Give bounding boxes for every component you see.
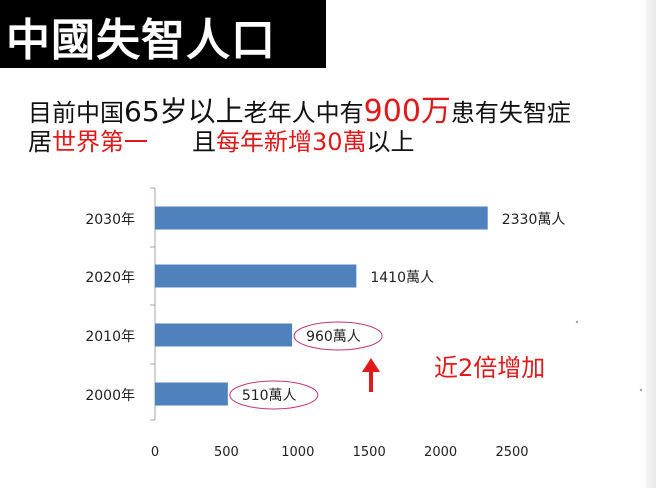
x-tick-label: 2500 bbox=[495, 445, 528, 460]
data-label: 960萬人 bbox=[306, 329, 361, 345]
annotation-text: 近2倍增加 bbox=[434, 354, 545, 382]
bar bbox=[155, 382, 228, 406]
data-label: 1410萬人 bbox=[370, 270, 434, 286]
stray-dot bbox=[639, 388, 643, 392]
category-label: 2020年 bbox=[85, 270, 135, 286]
title-bar: 中國失智人口 bbox=[0, 0, 326, 68]
line1-part-f: 患有失智症 bbox=[450, 99, 571, 127]
data-label: 510萬人 bbox=[242, 388, 297, 404]
x-tick-label: 0 bbox=[151, 445, 159, 460]
highlight-ellipse bbox=[293, 321, 383, 351]
bar bbox=[155, 264, 357, 288]
data-label: 2330萬人 bbox=[502, 212, 566, 228]
line1-part-c: 以上 bbox=[187, 95, 244, 128]
subtitle-line-2: 居世界第一 且每年新增30萬以上 bbox=[28, 122, 415, 157]
line1-highlight-count: 900万 bbox=[363, 94, 451, 129]
arrow-up-icon bbox=[362, 358, 380, 372]
line1-part-a: 目前中国 bbox=[28, 99, 124, 127]
line1-part-b: 65岁 bbox=[124, 95, 188, 128]
line2-part-e: 以上 bbox=[366, 128, 415, 156]
category-label: 2000年 bbox=[85, 388, 135, 404]
bar bbox=[155, 206, 488, 230]
bar bbox=[155, 323, 293, 347]
right-edge-shade bbox=[646, 0, 656, 488]
subtitle-line-1: 目前中国65岁以上老年人中有900万患有失智症 bbox=[28, 86, 571, 130]
line2-part-a: 居 bbox=[28, 128, 52, 156]
category-label: 2030年 bbox=[85, 212, 135, 228]
line2-part-c: 且 bbox=[192, 128, 216, 156]
x-tick-label: 1000 bbox=[281, 445, 314, 460]
highlight-ellipse bbox=[229, 380, 319, 410]
line1-part-d: 老年人中有 bbox=[243, 99, 364, 127]
line2-highlight-growth: 每年新增30萬 bbox=[216, 128, 367, 156]
x-tick-label: 2000 bbox=[424, 445, 457, 460]
x-tick-label: 500 bbox=[214, 445, 239, 460]
stray-dot bbox=[575, 320, 579, 324]
line2-highlight-rank: 世界第一 bbox=[52, 128, 148, 156]
page-title: 中國失智人口 bbox=[6, 15, 276, 66]
x-tick-label: 1500 bbox=[353, 445, 386, 460]
category-label: 2010年 bbox=[85, 329, 135, 345]
